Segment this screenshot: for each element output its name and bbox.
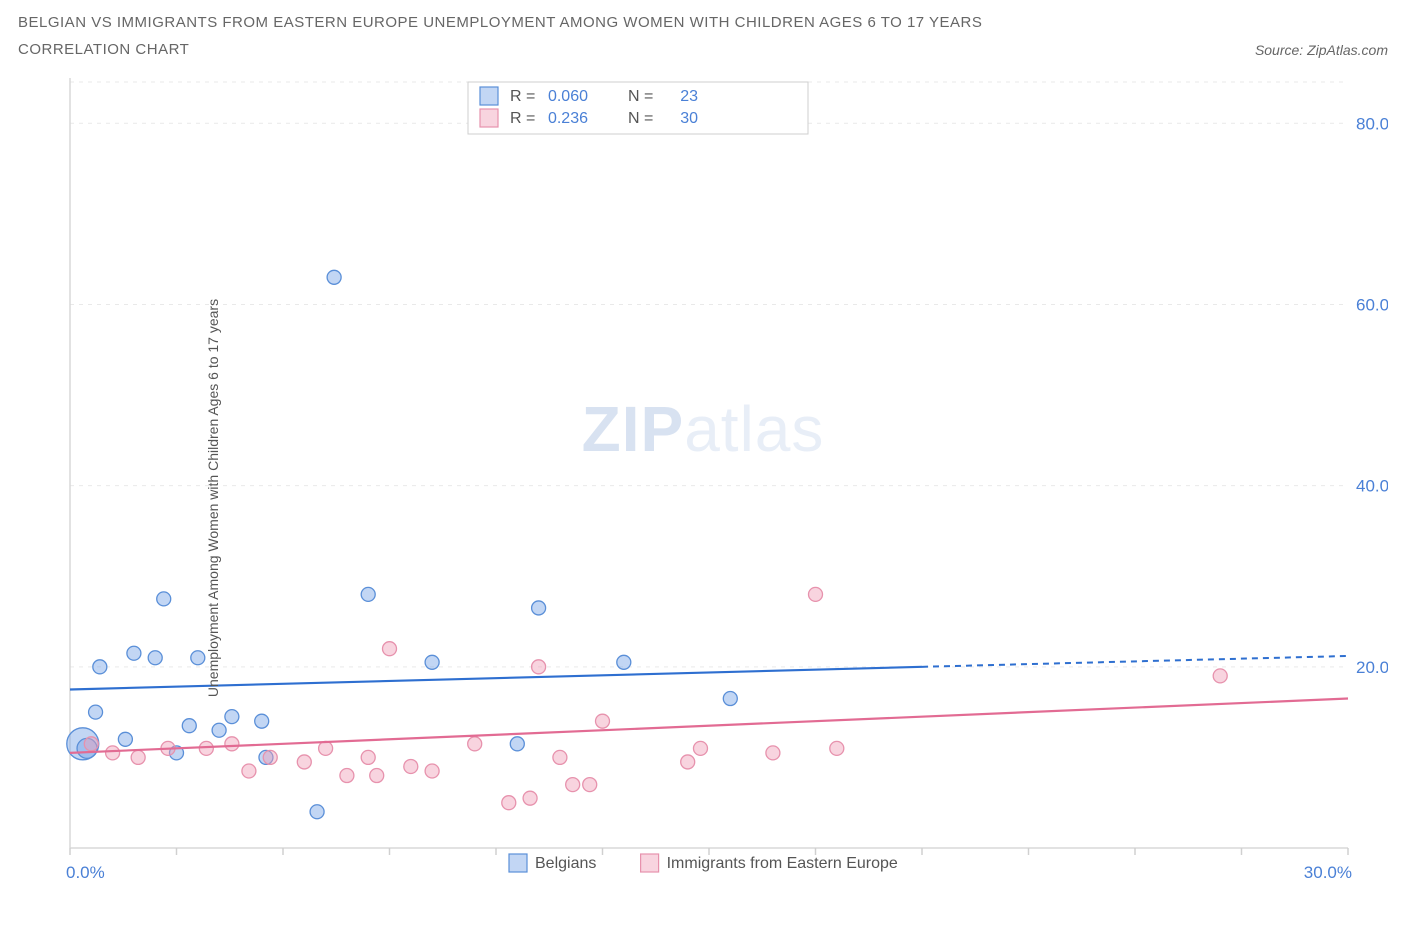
svg-text:60.0%: 60.0% <box>1356 295 1388 314</box>
y-axis-label: Unemployment Among Women with Children A… <box>205 299 221 697</box>
chart-subtitle: CORRELATION CHART <box>18 41 189 58</box>
svg-text:23: 23 <box>680 88 698 105</box>
correlation-scatter-chart: 0.0% 30.0% 20.0% 40.0% 60.0% 80.0% R = 0.060 N =… <box>18 68 1388 928</box>
svg-text:0.0%: 0.0% <box>66 863 105 882</box>
svg-text:R =: R = <box>510 110 535 127</box>
svg-text:N =: N = <box>628 110 653 127</box>
svg-text:40.0%: 40.0% <box>1356 477 1388 496</box>
source-label: Source: <box>1255 42 1303 58</box>
chart-title: BELGIAN VS IMMIGRANTS FROM EASTERN EUROP… <box>18 14 1388 31</box>
svg-text:Belgians: Belgians <box>535 855 596 872</box>
chart-title-block: BELGIAN VS IMMIGRANTS FROM EASTERN EUROP… <box>18 14 1388 58</box>
source-attribution: Source: ZipAtlas.com <box>1255 42 1388 58</box>
svg-text:80.0%: 80.0% <box>1356 114 1388 133</box>
svg-text:0.060: 0.060 <box>548 88 588 105</box>
chart-container: Unemployment Among Women with Children A… <box>18 68 1388 928</box>
svg-text:Immigrants from Eastern Europe: Immigrants from Eastern Europe <box>667 855 898 872</box>
source-name: ZipAtlas.com <box>1307 42 1388 58</box>
svg-text:20.0%: 20.0% <box>1356 658 1388 677</box>
svg-text:N =: N = <box>628 88 653 105</box>
svg-text:30: 30 <box>680 110 698 127</box>
svg-text:0.236: 0.236 <box>548 110 588 127</box>
svg-text:R =: R = <box>510 88 535 105</box>
svg-text:30.0%: 30.0% <box>1304 863 1352 882</box>
